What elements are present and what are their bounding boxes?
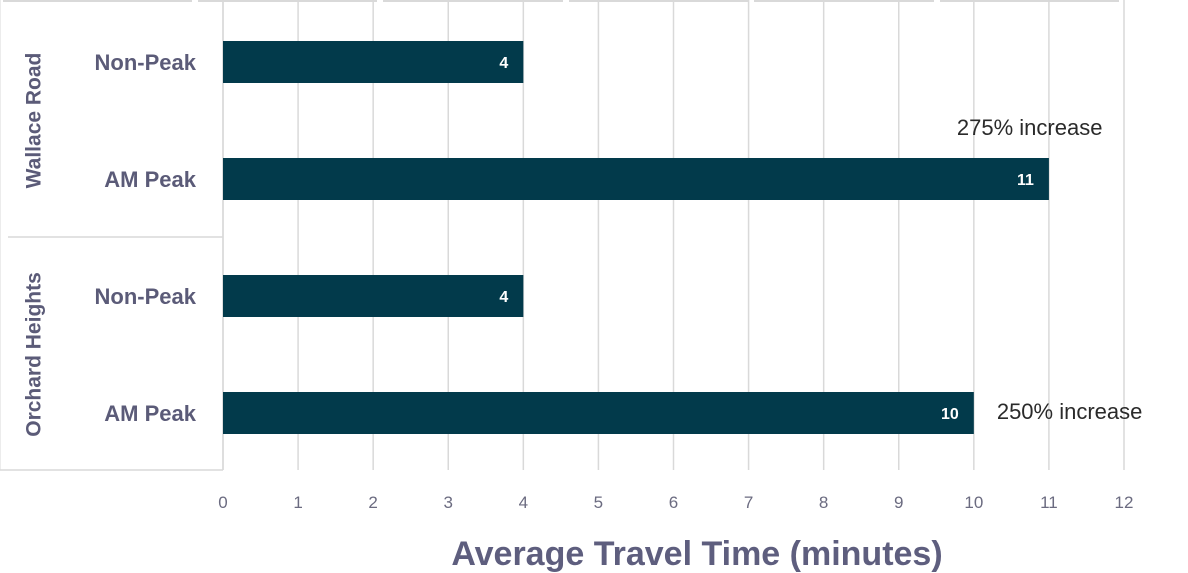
- x-tick-label: 4: [519, 493, 528, 512]
- x-tick-label: 12: [1115, 493, 1134, 512]
- group-label: Orchard Heights: [23, 272, 46, 437]
- group-label: Wallace Road: [23, 53, 46, 189]
- bar-value-label: 4: [499, 55, 508, 72]
- category-label: Non-Peak: [95, 50, 197, 75]
- bar-value-label: 4: [499, 289, 508, 306]
- x-tick-label: 6: [669, 493, 678, 512]
- bar-value-label: 10: [941, 406, 959, 423]
- bar: [223, 41, 524, 83]
- x-tick-label: 1: [293, 493, 302, 512]
- category-label: AM Peak: [104, 167, 196, 192]
- x-tick-label: 2: [368, 493, 377, 512]
- x-tick-label: 3: [444, 493, 453, 512]
- annotation: 250% increase: [997, 399, 1143, 424]
- x-tick-label: 10: [964, 493, 983, 512]
- bar: [223, 275, 524, 317]
- x-tick-label: 7: [744, 493, 753, 512]
- category-label: AM Peak: [104, 401, 196, 426]
- bar-value-label: 11: [1017, 172, 1034, 189]
- annotation: 275% increase: [957, 115, 1103, 140]
- x-axis-title: Average Travel Time (minutes): [451, 535, 942, 573]
- x-tick-label: 9: [894, 493, 903, 512]
- x-tick-label: 8: [819, 493, 828, 512]
- bar: [223, 158, 1049, 200]
- bar: [223, 392, 974, 434]
- x-tick-label: 0: [218, 493, 227, 512]
- x-tick-label: 5: [594, 493, 603, 512]
- category-label: Non-Peak: [95, 284, 197, 309]
- bars: [223, 41, 1049, 434]
- x-tick-label: 11: [1040, 493, 1058, 512]
